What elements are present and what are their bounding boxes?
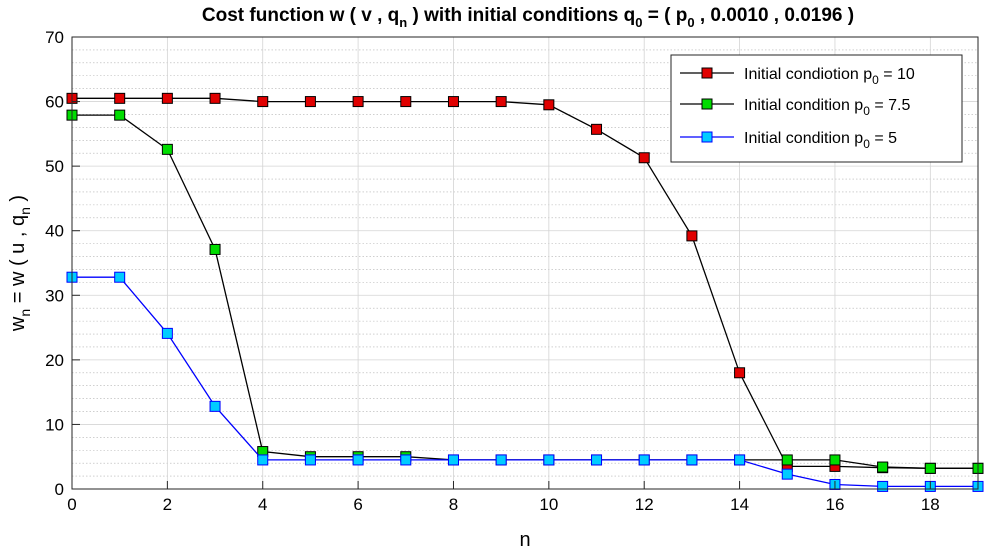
legend-marker-p5 [701,131,713,143]
x-tick-label: 16 [825,495,844,514]
data-point [352,454,364,466]
data-point [352,96,364,108]
x-tick-label: 14 [730,495,749,514]
data-point [114,109,126,121]
data-point [257,96,269,108]
legend-item-p5: Initial condition p0 = 5 [680,130,897,151]
x-tick-label: 6 [353,495,362,514]
data-point [304,96,316,108]
legend-item-p7-5: Initial condition p0 = 7.5 [680,97,910,118]
data-point [543,99,555,111]
x-tick-label: 18 [921,495,940,514]
data-point [209,92,221,104]
data-point [114,92,126,104]
legend-item-p10: Initial condiotion p0 = 10 [680,66,915,87]
data-point [161,143,173,155]
x-tick-label: 2 [163,495,172,514]
legend-label-p7-5: Initial condition p0 = 7.5 [744,97,910,118]
y-tick-label: 10 [45,415,64,434]
x-tick-label: 12 [635,495,654,514]
data-point [877,461,889,473]
legend-marker-p10 [701,67,713,79]
chart-title: Cost function w ( v , qn ) with initial … [202,5,854,30]
data-point [400,96,412,108]
x-axis-label: n [519,529,530,549]
plot-frame [71,36,979,490]
data-point [447,454,459,466]
data-point [734,454,746,466]
y-tick-label: 70 [45,28,64,47]
x-tick-label: 0 [67,495,76,514]
data-point [400,454,412,466]
data-point [829,454,841,466]
legend-label-p10: Initial condiotion p0 = 10 [744,66,915,87]
y-tick-label: 20 [45,351,64,370]
data-point [495,96,507,108]
x-axis-ticks: 0 2 4 6 8 10 12 14 16 18 [67,481,940,514]
y-tick-label: 50 [45,157,64,176]
data-point [591,123,603,135]
data-point [924,462,936,474]
y-tick-label: 40 [45,222,64,241]
x-tick-label: 10 [539,495,558,514]
y-tick-label: 0 [55,480,64,499]
data-point [638,152,650,164]
data-point [781,468,793,480]
legend: Initial condiotion p0 = 10 Initial condi… [670,54,963,163]
data-point [209,400,221,412]
y-axis-label: wn = w ( u , qn ) [7,195,33,332]
y-tick-label: 30 [45,286,64,305]
data-point [447,96,459,108]
data-point [209,243,221,255]
data-point [543,454,555,466]
y-tick-label: 60 [45,93,64,112]
data-point [161,92,173,104]
series-line-0 [72,97,978,469]
data-point [734,367,746,379]
x-tick-label: 8 [449,495,458,514]
data-point [781,454,793,466]
data-point [591,454,603,466]
data-point [638,454,650,466]
data-point [257,454,269,466]
data-point [304,454,316,466]
data-point [877,480,889,492]
minor-grid [72,49,978,477]
data-point [495,454,507,466]
y-axis-ticks: 0 10 20 30 40 50 60 70 [45,28,80,499]
data-point [161,327,173,339]
x-tick-label: 4 [258,495,267,514]
legend-label-p5: Initial condition p0 = 5 [744,130,897,151]
series-line-2 [72,276,978,488]
legend-marker-p7-5 [701,98,713,110]
data-point [686,454,698,466]
data-point [686,230,698,242]
data-point [114,271,126,283]
